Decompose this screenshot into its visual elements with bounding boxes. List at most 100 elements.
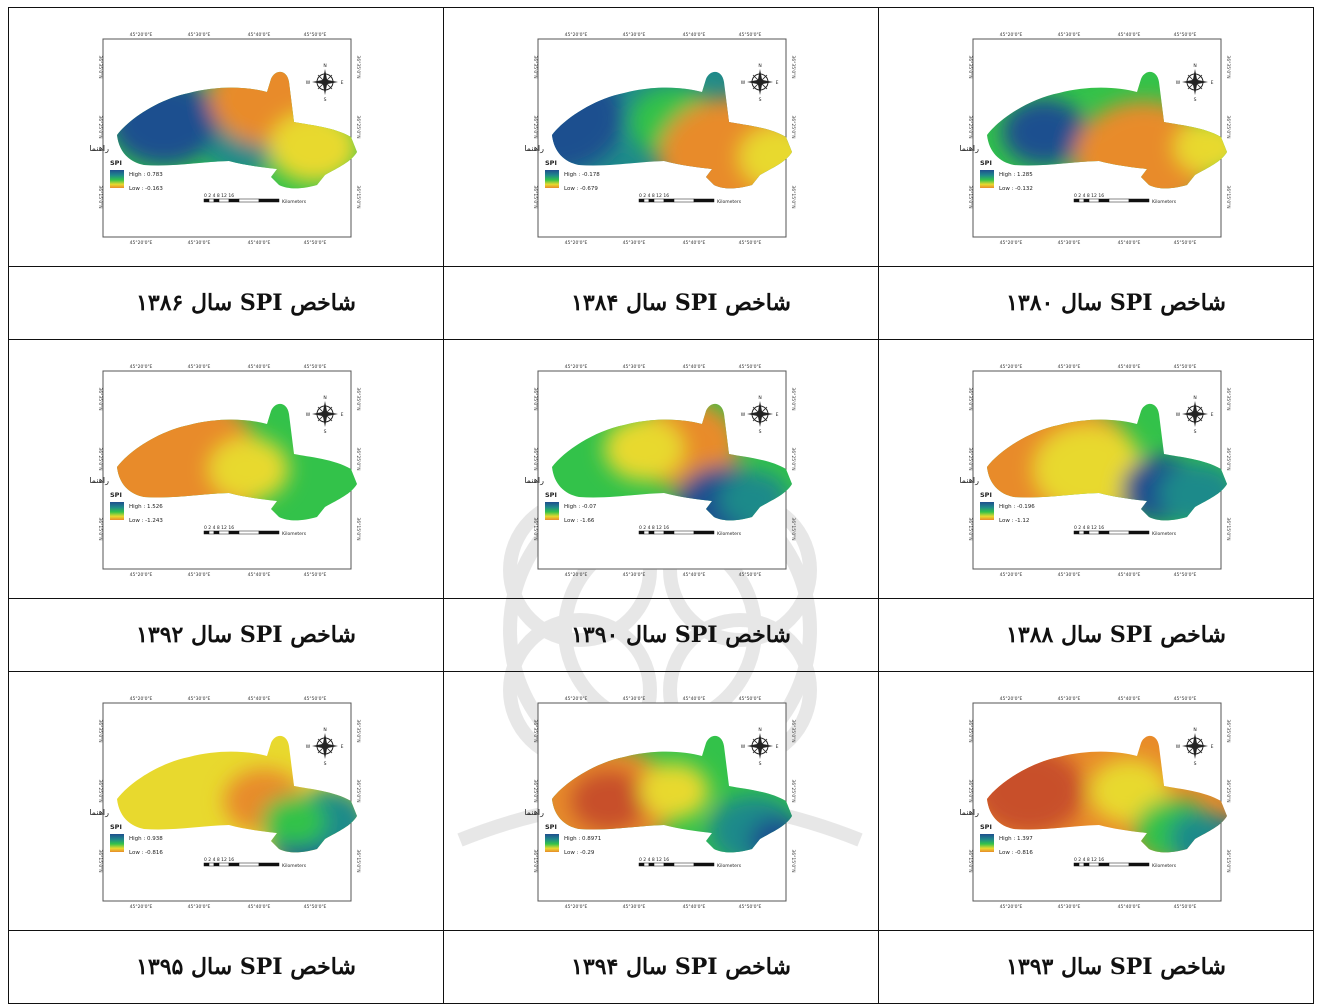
latitude-tick-left: 36°15'0"N bbox=[97, 849, 103, 872]
latitude-tick-left: 36°15'0"N bbox=[967, 185, 973, 208]
scale-bar: 0 2 4 8 12 16 Kilometers bbox=[638, 525, 741, 537]
compass-e: E bbox=[775, 412, 778, 418]
compass-e: E bbox=[775, 744, 778, 750]
scale-segment bbox=[203, 862, 209, 867]
legend-high: High : -0.07 bbox=[564, 504, 597, 510]
latitude-tick-left: 36°15'0"N bbox=[967, 517, 973, 540]
spi-zone bbox=[638, 763, 709, 819]
scale-segment bbox=[1108, 862, 1129, 867]
scale-bar: 0 2 4 8 12 16 Kilometers bbox=[203, 193, 307, 205]
latitude-tick-left: 36°35'0"N bbox=[967, 55, 973, 78]
scale-numbers: 0 2 4 8 12 16 bbox=[639, 525, 669, 531]
latitude-tick-right: 36°15'0"N bbox=[1225, 849, 1231, 872]
scale-bar: 0 2 4 8 12 16 Kilometers bbox=[203, 525, 306, 537]
scale-segment bbox=[238, 198, 259, 203]
longitude-tick-bottom: 45°20'0"E bbox=[999, 904, 1022, 910]
latitude-tick-right: 36°35'0"N bbox=[790, 55, 796, 78]
scale-segment bbox=[258, 530, 279, 535]
scale-segment bbox=[228, 530, 239, 535]
compass-w: W bbox=[305, 744, 310, 750]
longitude-tick-bottom: 45°20'0"E bbox=[564, 240, 587, 246]
latitude-tick-left: 36°15'0"N bbox=[532, 185, 538, 208]
compass-w: W bbox=[740, 80, 745, 86]
latitude-tick-right: 36°15'0"N bbox=[1225, 517, 1231, 540]
latitude-tick-right: 36°15'0"N bbox=[355, 517, 361, 540]
caption-cell: شاخص SPI سال ۱۳۹۰ bbox=[443, 598, 879, 672]
scale-segment bbox=[1083, 530, 1089, 535]
map-cell-r0c2: 45°20'0"E 45°20'0"E 45°30'0"E 45°30'0"E 45°4… bbox=[878, 7, 1314, 267]
scale-segment bbox=[1108, 530, 1129, 535]
scale-unit: Kilometers bbox=[1152, 863, 1177, 869]
scale-numbers: 0 2 4 8 12 16 bbox=[639, 193, 669, 199]
scale-segment bbox=[228, 862, 239, 867]
compass-w: W bbox=[1175, 80, 1180, 86]
map-caption: شاخص SPI سال ۱۳۹۵ bbox=[136, 954, 356, 980]
caption-cell: شاخص SPI سال ۱۳۹۴ bbox=[443, 930, 879, 1004]
north-arrow-icon: N W E S bbox=[305, 63, 343, 103]
latitude-tick-left: 36°15'0"N bbox=[532, 517, 538, 540]
map-caption: شاخص SPI سال ۱۳۸۰ bbox=[1006, 290, 1226, 316]
latitude-tick-left: 36°35'0"N bbox=[532, 719, 538, 742]
caption-cell: شاخص SPI سال ۱۳۸۴ bbox=[443, 266, 879, 340]
latitude-tick-left: 36°15'0"N bbox=[967, 849, 973, 872]
compass-n: N bbox=[323, 395, 326, 401]
caption-cell: شاخص SPI سال ۱۳۸۶ bbox=[8, 266, 444, 340]
longitude-tick-bottom: 45°20'0"E bbox=[564, 904, 587, 910]
longitude-tick-bottom: 45°30'0"E bbox=[187, 240, 210, 246]
scale-bar: 0 2 4 8 12 16 Kilometers bbox=[1073, 525, 1177, 537]
map-caption: شاخص SPI سال ۱۳۹۰ bbox=[571, 622, 791, 648]
latitude-tick-right: 36°35'0"N bbox=[355, 387, 361, 410]
scale-segment bbox=[1128, 862, 1149, 867]
longitude-tick-top: 45°50'0"E bbox=[738, 364, 761, 370]
latitude-tick-right: 36°25'0"N bbox=[355, 115, 361, 138]
scale-segment bbox=[238, 862, 259, 867]
longitude-tick-top: 45°30'0"E bbox=[187, 32, 210, 38]
longitude-tick-top: 45°40'0"E bbox=[682, 32, 705, 38]
caption-cell: شاخص SPI سال ۱۳۹۳ bbox=[878, 930, 1314, 1004]
latitude-tick-right: 36°25'0"N bbox=[790, 115, 796, 138]
longitude-tick-bottom: 45°30'0"E bbox=[1057, 572, 1080, 578]
longitude-tick-top: 45°50'0"E bbox=[303, 696, 326, 702]
latitude-tick-left: 36°25'0"N bbox=[532, 779, 538, 802]
latitude-tick-right: 36°25'0"N bbox=[1225, 779, 1231, 802]
longitude-tick-top: 45°40'0"E bbox=[1117, 696, 1140, 702]
legend-title: راهنما bbox=[959, 808, 979, 817]
longitude-tick-top: 45°20'0"E bbox=[129, 696, 152, 702]
scale-numbers: 0 2 4 8 12 16 bbox=[1074, 193, 1104, 199]
scale-segment bbox=[258, 862, 279, 867]
scale-segment bbox=[643, 862, 649, 867]
spi-zone bbox=[568, 769, 649, 833]
legend-high: High : 0.938 bbox=[129, 836, 163, 842]
longitude-tick-top: 45°30'0"E bbox=[622, 696, 645, 702]
latitude-tick-right: 36°25'0"N bbox=[790, 779, 796, 802]
map-cell-r1c2: 45°20'0"E 45°20'0"E 45°30'0"E 45°30'0"E 45°4… bbox=[878, 339, 1314, 599]
scale-segment bbox=[218, 530, 229, 535]
longitude-tick-top: 45°40'0"E bbox=[247, 364, 270, 370]
map-caption: شاخص SPI سال ۱۳۹۴ bbox=[571, 954, 791, 980]
legend-title: راهنما bbox=[524, 808, 544, 817]
longitude-tick-bottom: 45°20'0"E bbox=[564, 572, 587, 578]
compass-s: S bbox=[1193, 429, 1196, 435]
spi-map: 45°20'0"E 45°20'0"E 45°30'0"E 45°30'0"E 45°4… bbox=[959, 696, 1231, 910]
longitude-tick-bottom: 45°30'0"E bbox=[622, 572, 645, 578]
latitude-tick-right: 36°15'0"N bbox=[1225, 185, 1231, 208]
longitude-tick-top: 45°50'0"E bbox=[1173, 32, 1196, 38]
legend-high: High : 1.526 bbox=[129, 504, 163, 510]
latitude-tick-right: 36°25'0"N bbox=[355, 779, 361, 802]
latitude-tick-right: 36°35'0"N bbox=[790, 719, 796, 742]
spi-zone bbox=[603, 417, 684, 481]
longitude-tick-top: 45°30'0"E bbox=[1057, 696, 1080, 702]
longitude-tick-bottom: 45°40'0"E bbox=[247, 572, 270, 578]
scale-unit: Kilometers bbox=[717, 863, 742, 869]
legend-ramp bbox=[544, 502, 559, 520]
scale-unit: Kilometers bbox=[1152, 531, 1177, 537]
map-caption: شاخص SPI سال ۱۳۸۸ bbox=[1006, 622, 1226, 648]
legend-high: High : 0.783 bbox=[129, 172, 163, 178]
legend-low: Low : -1.12 bbox=[999, 518, 1029, 524]
scale-unit: Kilometers bbox=[1152, 199, 1177, 205]
scale-unit: Kilometers bbox=[282, 199, 307, 205]
scale-segment bbox=[648, 862, 654, 867]
legend-ramp bbox=[109, 170, 124, 188]
longitude-tick-bottom: 45°40'0"E bbox=[247, 904, 270, 910]
longitude-tick-top: 45°20'0"E bbox=[564, 696, 587, 702]
